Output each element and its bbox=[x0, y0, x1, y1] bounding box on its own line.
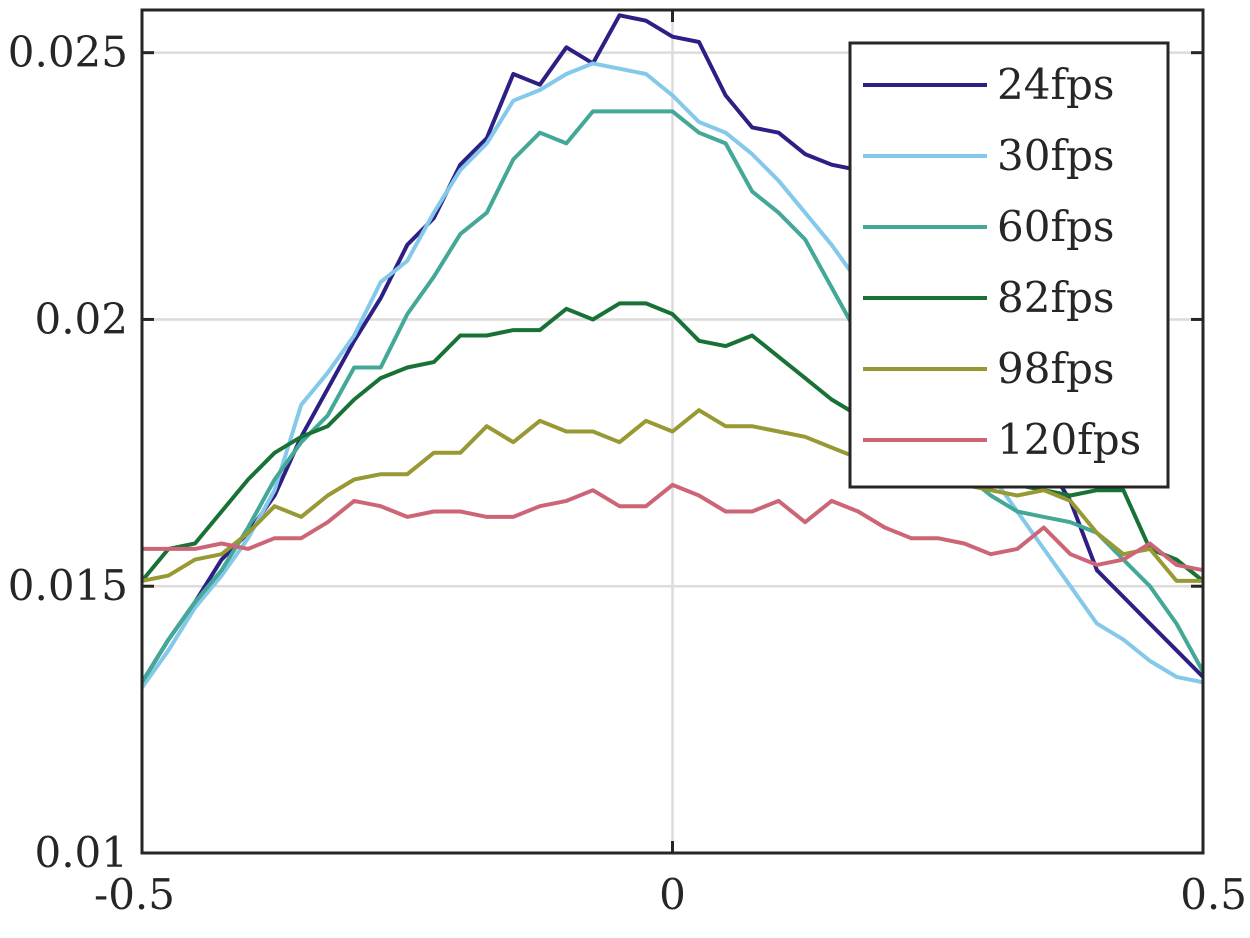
tick-marks bbox=[140, 10, 1205, 855]
y-tick-label: 0.015 bbox=[8, 561, 128, 610]
series-line-98fps bbox=[142, 408, 1203, 583]
legend-label: 98fps bbox=[997, 344, 1114, 393]
tick-labels: 0.01 0.015 0.02 0.025 -0.5 0 0.5 bbox=[8, 28, 1247, 919]
x-tick-label: 0 bbox=[659, 870, 686, 919]
legend-label: 82fps bbox=[997, 273, 1114, 322]
series-line-30fps bbox=[142, 61, 1203, 689]
series-line-60fps bbox=[142, 109, 1203, 684]
y-tick-label: 0.02 bbox=[34, 294, 128, 343]
legend-box bbox=[848, 41, 1170, 489]
x-tick-label: -0.5 bbox=[94, 870, 175, 919]
legend-label: 120fps bbox=[997, 415, 1141, 464]
y-tick-label: 0.01 bbox=[34, 828, 128, 877]
x-tick-label: 0.5 bbox=[1180, 870, 1247, 919]
y-tick-label: 0.025 bbox=[8, 28, 128, 77]
legend-label: 30fps bbox=[997, 131, 1114, 180]
legend-label: 60fps bbox=[997, 202, 1114, 251]
legend-label: 24fps bbox=[997, 60, 1114, 109]
series-line-120fps bbox=[142, 482, 1203, 573]
legend: 24fps 30fps 60fps 82fps 98fps 120fps bbox=[848, 41, 1170, 489]
